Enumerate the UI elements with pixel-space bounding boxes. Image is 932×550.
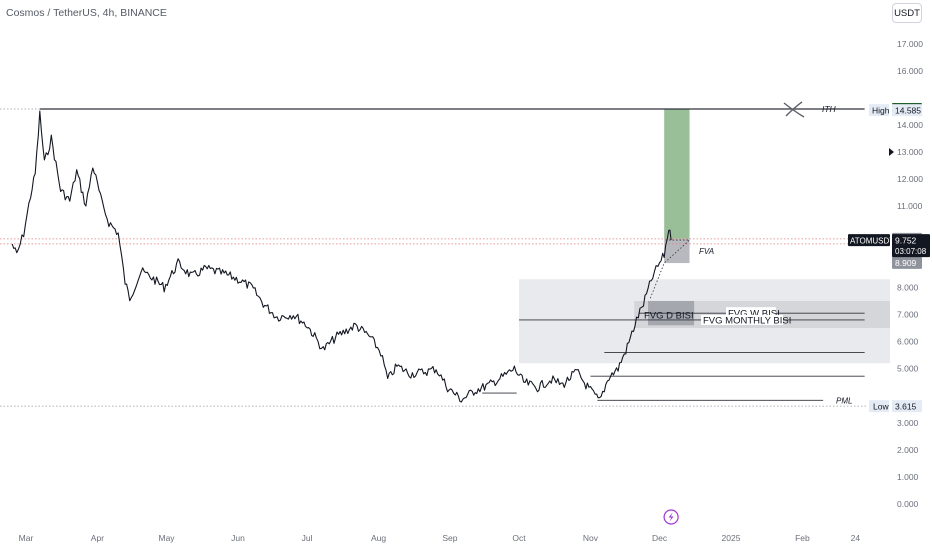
x-tick-label: 2025 [722, 533, 741, 543]
x-tick-label: Sep [442, 533, 457, 543]
high-tag-bg [869, 104, 889, 117]
fvg-monthly-label-bg [701, 314, 783, 325]
fva-label: FVA [699, 247, 714, 256]
event-bolt-icon[interactable] [663, 509, 679, 525]
y-tick-label: 14.000 [897, 120, 923, 130]
bolt-icon [668, 512, 674, 522]
x-tick-label: Nov [583, 533, 599, 543]
y-tick-label: 1.000 [897, 472, 919, 482]
last-price-label: 9.752 [895, 235, 917, 245]
price-label-bg [892, 256, 922, 269]
fvg-w-label-bg [726, 307, 776, 319]
countdown-label: 03:07:08 [895, 247, 927, 256]
last-price-bg [892, 234, 930, 258]
high-value-label: 14.585 [895, 105, 921, 115]
price-label-text: 8.909 [895, 258, 917, 268]
target-zone [664, 109, 690, 239]
y-tick-label: 12.000 [897, 174, 923, 184]
low-tag-label: Low [873, 401, 889, 411]
y-tick-label: 5.000 [897, 364, 919, 374]
x-tick-label: Feb [795, 533, 810, 543]
fva-guide [649, 239, 691, 299]
y-tick-label: 13.000 [897, 147, 923, 157]
x-tick-label: 24 [851, 533, 861, 543]
ith-cross-mark-2 [785, 101, 803, 117]
high-value-bg [892, 104, 922, 117]
symbol-tag-label: ATOMUSDT [850, 236, 894, 245]
x-tick-label: May [159, 533, 176, 543]
y-tick-label: 8.000 [897, 282, 919, 292]
x-tick-label: Aug [371, 533, 386, 543]
high-tag-label: High [872, 105, 890, 115]
x-tick-label: Mar [19, 533, 34, 543]
y-tick-label: 3.000 [897, 418, 919, 428]
y-tick-label: 11.000 [897, 201, 923, 211]
symbol-tag-bg [848, 234, 890, 247]
fvg-w-label: FVG W BISI [728, 309, 780, 320]
price-series [11, 110, 672, 403]
y-tick-label: 16.000 [897, 66, 923, 76]
fva-zone [664, 238, 690, 264]
fvg-monthly-label: FVG MONTHLY BISI [703, 315, 791, 326]
scroll-right-icon[interactable] [889, 148, 894, 156]
x-tick-label: Dec [652, 533, 668, 543]
x-tick-label: Oct [512, 533, 526, 543]
low-value-bg [892, 400, 922, 413]
x-tick-label: Jul [302, 533, 313, 543]
x-tick-label: Apr [91, 533, 104, 543]
low-tag-bg [869, 400, 889, 413]
chart-title: Cosmos / TetherUS, 4h, BINANCE [6, 7, 167, 19]
y-tick-label: 2.000 [897, 445, 919, 455]
y-tick-label: 17.000 [897, 39, 923, 49]
low-value-label: 3.615 [895, 401, 917, 411]
ith-cross-mark [783, 102, 805, 118]
currency-button[interactable]: USDT [892, 3, 922, 23]
fvg-d-label: FVG D BISI [644, 311, 694, 322]
pml-label: PML [836, 396, 852, 405]
x-tick-label: Jun [231, 533, 245, 543]
ith-label: ITH [822, 104, 837, 114]
y-tick-label: 0.000 [897, 499, 919, 509]
y-tick-label: 6.000 [897, 337, 919, 347]
y-tick-label: 7.000 [897, 310, 919, 320]
